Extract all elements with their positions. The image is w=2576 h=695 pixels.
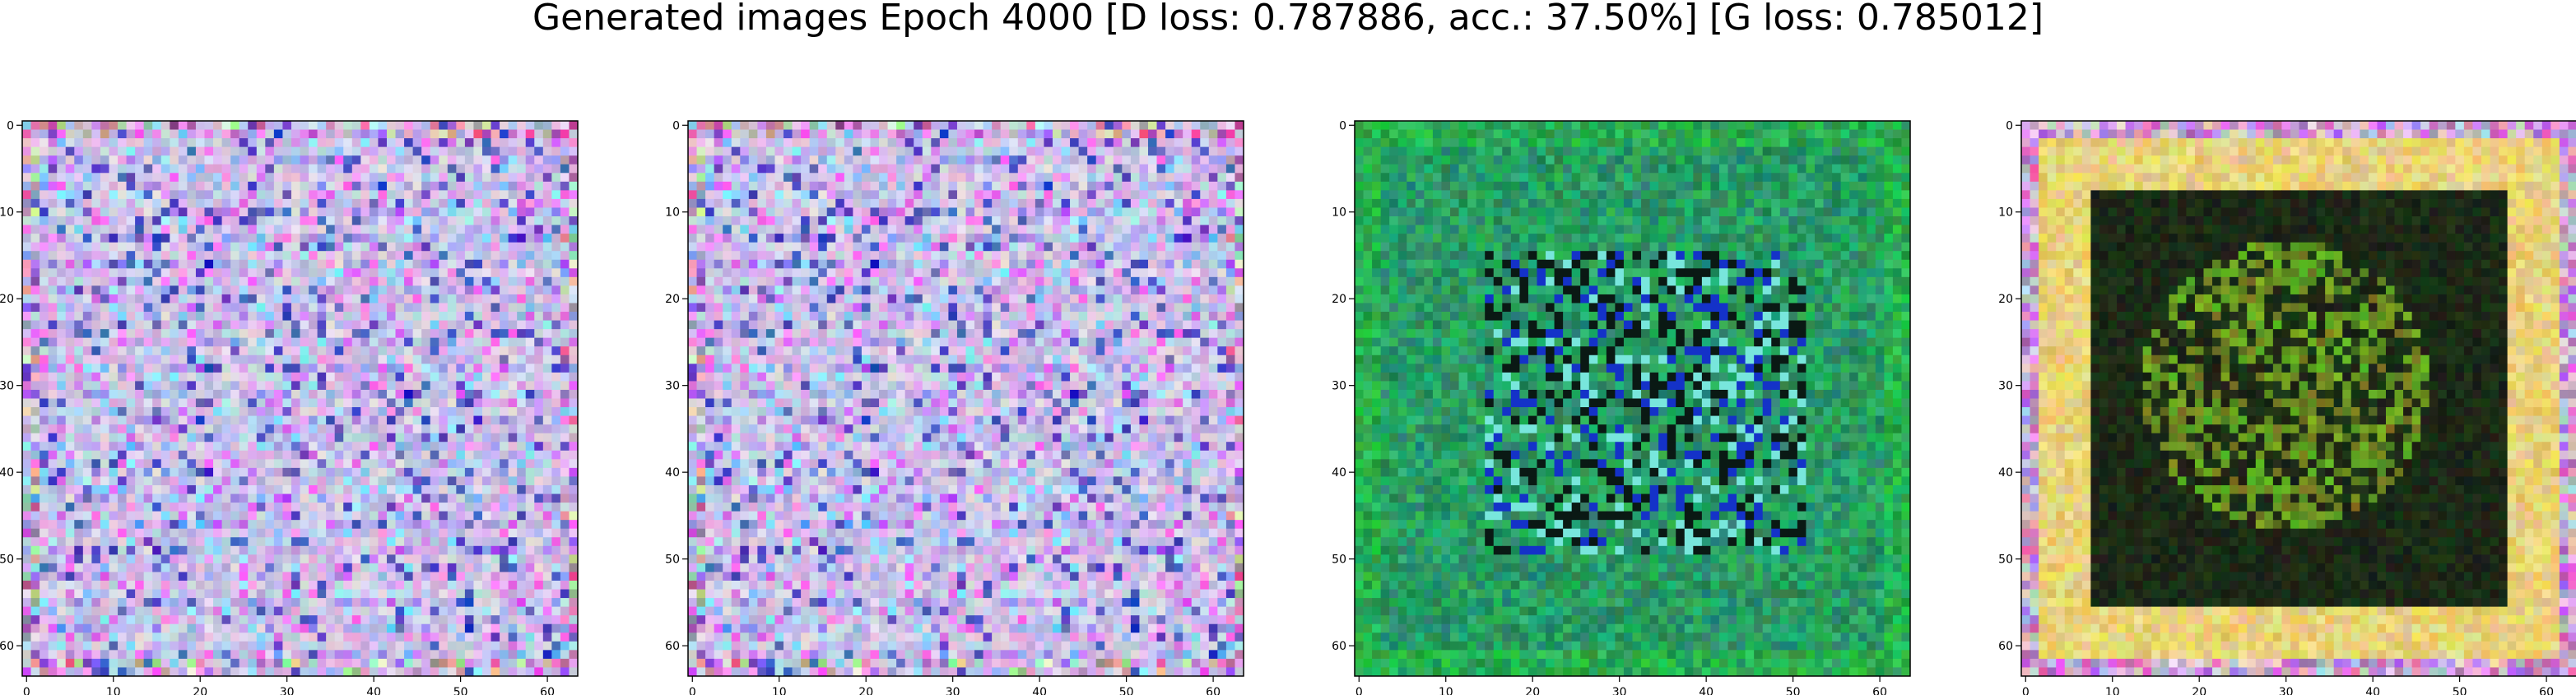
y-tick-label: 50 — [665, 554, 680, 567]
y-tick-label: 10 — [1998, 206, 2013, 220]
generated-image-1: 0 10 20 30 40 50 60 0 10 20 30 40 50 60 — [0, 119, 579, 695]
x-tick-label: 10 — [106, 686, 121, 695]
generated-image-4-frame — [2020, 120, 2576, 677]
generated-image-3-pixels — [1355, 121, 1911, 677]
y-tick-label: 60 — [665, 640, 680, 653]
x-tick-label: 40 — [2365, 686, 2380, 695]
y-tick-label: 30 — [665, 380, 680, 393]
y-tick-label: 0 — [7, 119, 14, 132]
x-tick-label: 50 — [1786, 686, 1801, 695]
x-tick-label: 10 — [1439, 686, 1453, 695]
y-tick-label: 0 — [1339, 119, 1346, 132]
y-tick-label: 0 — [672, 119, 680, 132]
generated-image-4: 0 10 20 30 40 50 60 0 10 20 30 40 50 60 — [1998, 119, 2576, 695]
x-tick-label: 0 — [23, 686, 30, 695]
y-tick-label: 10 — [1332, 206, 1346, 220]
x-tick-label: 60 — [540, 686, 555, 695]
y-tick-label: 40 — [1332, 466, 1346, 480]
x-tick-label: 40 — [1032, 686, 1047, 695]
x-tick-label: 0 — [2022, 686, 2030, 695]
x-tick-label: 30 — [1612, 686, 1627, 695]
x-tick-label: 0 — [1355, 686, 1363, 695]
y-tick-label: 20 — [1332, 293, 1346, 306]
x-tick-label: 60 — [1206, 686, 1221, 695]
figure-title: Generated images Epoch 4000 [D loss: 0.7… — [532, 0, 2044, 39]
y-tick-label: 50 — [1998, 554, 2013, 567]
generated-image-2-pixels — [688, 121, 1244, 677]
generated-image-3: 0 10 20 30 40 50 60 0 10 20 30 40 50 60 — [1332, 119, 1911, 695]
y-tick-label: 60 — [1998, 640, 2013, 653]
y-tick-label: 60 — [1332, 640, 1346, 653]
x-tick-label: 50 — [1119, 686, 1134, 695]
x-tick-label: 40 — [366, 686, 381, 695]
generated-image-3-frame — [1354, 120, 1911, 677]
generated-image-1-frame — [21, 120, 579, 677]
y-tick-label: 60 — [0, 640, 14, 653]
x-tick-label: 10 — [772, 686, 787, 695]
y-tick-label: 30 — [1998, 380, 2013, 393]
generated-image-2: 0 10 20 30 40 50 60 0 10 20 30 40 50 60 — [665, 119, 1244, 695]
y-tick-label: 20 — [0, 293, 14, 306]
x-tick-label: 20 — [193, 686, 207, 695]
x-tick-label: 20 — [858, 686, 873, 695]
x-tick-label: 40 — [1699, 686, 1713, 695]
generated-image-2-frame — [687, 120, 1244, 677]
x-tick-label: 60 — [1872, 686, 1887, 695]
y-tick-label: 40 — [1998, 466, 2013, 480]
x-tick-label: 20 — [1525, 686, 1540, 695]
x-tick-label: 30 — [946, 686, 960, 695]
y-tick-label: 20 — [665, 293, 680, 306]
y-tick-label: 30 — [1332, 380, 1346, 393]
y-tick-label: 0 — [2006, 119, 2013, 132]
x-tick-label: 20 — [2192, 686, 2206, 695]
x-tick-label: 30 — [280, 686, 295, 695]
y-tick-label: 10 — [665, 206, 680, 220]
y-tick-label: 40 — [0, 466, 14, 480]
x-tick-label: 50 — [2453, 686, 2467, 695]
generated-image-1-pixels — [22, 121, 579, 677]
y-tick-label: 10 — [0, 206, 14, 220]
x-tick-label: 60 — [2539, 686, 2554, 695]
x-tick-label: 50 — [453, 686, 468, 695]
x-tick-label: 10 — [2105, 686, 2120, 695]
y-tick-label: 50 — [1332, 554, 1346, 567]
y-tick-label: 30 — [0, 380, 14, 393]
x-tick-label: 0 — [689, 686, 696, 695]
y-tick-label: 40 — [665, 466, 680, 480]
y-tick-label: 20 — [1998, 293, 2013, 306]
y-tick-label: 50 — [0, 554, 14, 567]
generated-image-4-pixels — [2021, 121, 2576, 677]
x-tick-label: 30 — [2279, 686, 2294, 695]
